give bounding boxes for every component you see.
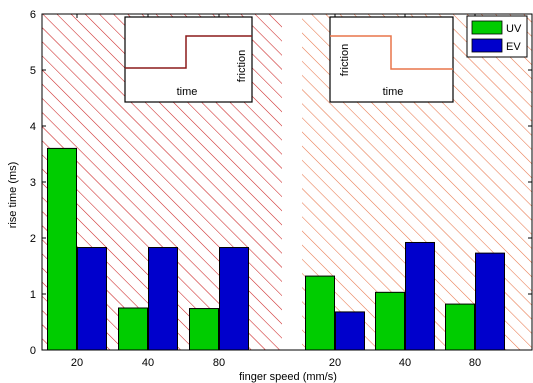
x-tick-label: 80 [213,357,225,369]
bar-uv-40-right [375,291,405,351]
y-tick-label: 3 [30,177,36,189]
legend-label-uv: UV [506,23,522,35]
inset-right-ylabel: friction [339,44,351,76]
bar-uv-80-right [445,303,475,351]
bar-uv-20-left [47,147,77,351]
bar-ev-20-left [77,247,107,351]
x-tick-label: 20 [71,357,83,369]
y-tick-label: 4 [30,121,36,133]
inset-left-ylabel: friction [236,50,248,82]
x-axis-label: finger speed (mm/s) [239,371,337,383]
y-tick-label: 5 [30,65,36,77]
inset-right: time friction [329,16,454,103]
inset-left-frame [124,16,253,103]
bar-ev-20-right [335,311,365,351]
bars [47,147,505,351]
bar-uv-20-right [305,275,335,351]
x-tick-label: 40 [399,357,411,369]
bar-ev-80-right [475,252,505,351]
ticks: 0 1 2 3 4 5 6 20 40 80 20 40 80 [30,9,532,369]
y-tick-label: 1 [30,289,36,301]
y-tick-label: 6 [30,9,36,21]
inset-right-xlabel: time [383,86,404,98]
inset-left-step-line [125,35,252,69]
bar-ev-40-left [148,247,178,351]
bar-uv-80-left [189,308,219,351]
legend: UV EV [466,15,528,58]
bar-uv-40-left [118,307,148,351]
legend-label-ev: EV [506,41,521,53]
bar-ev-80-left [219,247,249,351]
inset-left: time friction [124,16,253,103]
y-axis-label: rise time (ms) [7,162,19,229]
y-tick-label: 0 [30,345,36,357]
inset-left-xlabel: time [177,86,198,98]
x-tick-label: 80 [469,357,481,369]
hatch-regions [42,14,532,350]
inset-right-step-line [330,35,453,70]
y-tick-label: 2 [30,233,36,245]
legend-swatch-ev [471,38,503,53]
x-tick-label: 20 [329,357,341,369]
legend-swatch-uv [471,20,503,35]
x-tick-label: 40 [142,357,154,369]
bar-ev-40-right [405,241,435,351]
